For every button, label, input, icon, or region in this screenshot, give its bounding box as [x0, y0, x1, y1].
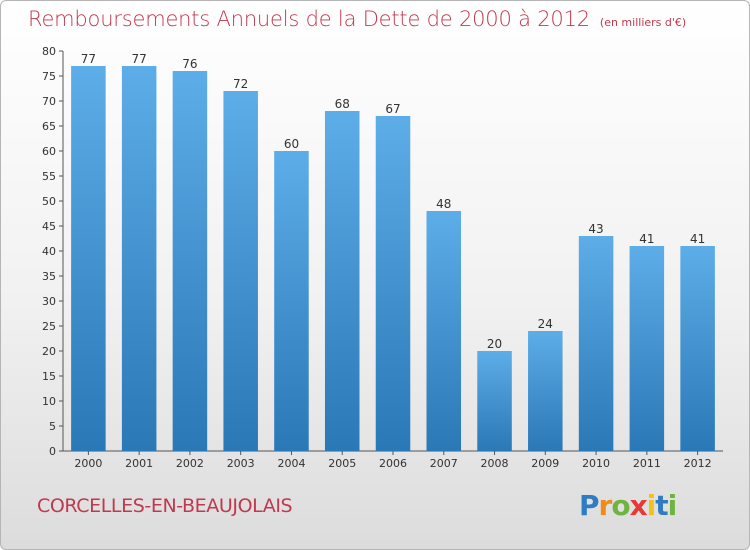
- bar-value-label: 41: [690, 232, 705, 246]
- bar: [578, 236, 614, 451]
- x-tick-label: 2009: [531, 457, 559, 470]
- bar-value-label: 72: [233, 77, 248, 91]
- logo-letter: x: [629, 489, 648, 522]
- bar: [223, 91, 258, 451]
- bar: [528, 331, 563, 451]
- proxiti-logo: Proxiti: [579, 489, 678, 522]
- y-tick-label: 20: [42, 345, 56, 358]
- bar: [71, 66, 106, 451]
- y-tick-label: 55: [42, 170, 56, 183]
- x-tick-label: 2006: [379, 457, 407, 470]
- bar-value-label: 76: [182, 57, 197, 71]
- bar-value-label: 77: [81, 52, 96, 66]
- bar-value-label: 67: [385, 102, 400, 116]
- bar-value-label: 20: [487, 337, 502, 351]
- chart-unit-subtitle: (en milliers d'€): [599, 16, 687, 29]
- bar: [172, 71, 208, 451]
- bar: [375, 116, 411, 451]
- y-tick-label: 70: [42, 95, 56, 108]
- chart-title-block: Remboursements Annuels de la Dette de 20…: [28, 7, 686, 31]
- y-tick-label: 0: [49, 445, 56, 458]
- chart-title: Remboursements Annuels de la Dette de 20…: [28, 7, 590, 31]
- y-tick-label: 30: [42, 295, 56, 308]
- y-tick-label: 60: [42, 145, 56, 158]
- y-tick-label: 5: [49, 420, 56, 433]
- x-tick-label: 2011: [633, 457, 661, 470]
- logo-letter: i: [646, 489, 657, 522]
- bar-value-label: 77: [132, 52, 147, 66]
- y-tick-label: 15: [42, 370, 56, 383]
- bar: [680, 246, 715, 451]
- x-tick-label: 2008: [481, 457, 509, 470]
- bar: [274, 151, 309, 451]
- logo-letter: P: [579, 489, 600, 522]
- logo-letter: t: [655, 489, 668, 522]
- bar-value-label: 43: [588, 222, 603, 236]
- bar-value-label: 68: [335, 97, 350, 111]
- x-tick-label: 2000: [74, 457, 102, 470]
- y-tick-label: 10: [42, 395, 56, 408]
- y-tick-label: 75: [42, 70, 56, 83]
- x-tick-label: 2007: [430, 457, 458, 470]
- bar: [324, 111, 360, 451]
- y-tick-label: 35: [42, 270, 56, 283]
- x-tick-label: 2004: [277, 457, 305, 470]
- logo-letter: i: [667, 489, 678, 522]
- bar: [629, 246, 665, 451]
- logo-letter: o: [611, 489, 630, 522]
- location-label: CORCELLES-EN-BEAUJOLAIS: [37, 495, 293, 517]
- y-tick-label: 50: [42, 195, 56, 208]
- y-tick-label: 45: [42, 220, 56, 233]
- bar-value-label: 24: [538, 317, 553, 331]
- y-tick-label: 65: [42, 120, 56, 133]
- x-tick-label: 2010: [582, 457, 610, 470]
- y-tick-label: 40: [42, 245, 56, 258]
- y-tick-label: 25: [42, 320, 56, 333]
- bar-value-label: 41: [639, 232, 654, 246]
- x-tick-label: 2003: [227, 457, 255, 470]
- y-tick-label: 80: [42, 45, 56, 58]
- x-tick-label: 2005: [328, 457, 356, 470]
- x-tick-label: 2002: [176, 457, 204, 470]
- bar: [426, 211, 462, 451]
- bar-value-label: 60: [284, 137, 299, 151]
- bar: [121, 66, 157, 451]
- logo-letter: r: [598, 489, 613, 522]
- x-tick-label: 2012: [684, 457, 712, 470]
- bar-value-label: 48: [436, 197, 451, 211]
- bar: [477, 351, 512, 451]
- x-tick-label: 2001: [125, 457, 153, 470]
